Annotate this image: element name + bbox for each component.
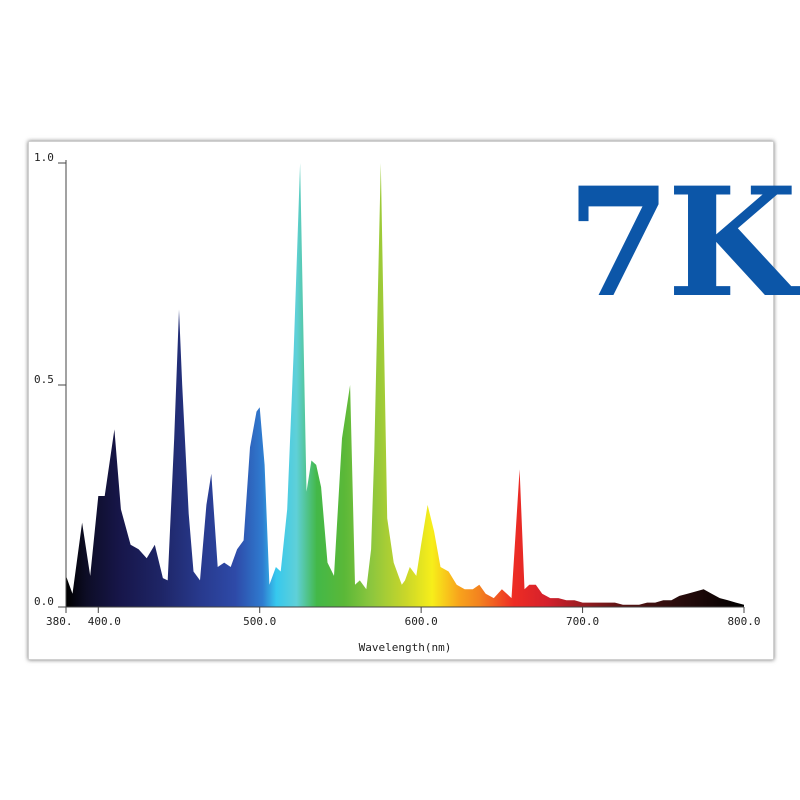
- plot-area: [66, 163, 744, 607]
- x-tick-label: 380.: [46, 615, 73, 628]
- y-tick-label: 0.5: [34, 373, 54, 386]
- spectrum-area: [66, 163, 744, 607]
- x-tick-label: 600.0: [405, 615, 438, 628]
- x-tick-label: 400.0: [88, 615, 121, 628]
- x-tick-label: 700.0: [566, 615, 599, 628]
- badge-7k: 7K: [567, 155, 800, 331]
- y-axis-ticks: 0.0 0.5 1.0: [34, 151, 66, 608]
- x-tick-label: 500.0: [243, 615, 276, 628]
- x-axis-label: Wavelength(nm): [359, 641, 452, 654]
- y-tick-label: 0.0: [34, 595, 54, 608]
- x-tick-label: 800.0: [727, 615, 760, 628]
- y-tick-label: 1.0: [34, 151, 54, 164]
- x-axis-ticks: 380. 400.0 500.0 600.0 700.0 800.0: [46, 607, 761, 628]
